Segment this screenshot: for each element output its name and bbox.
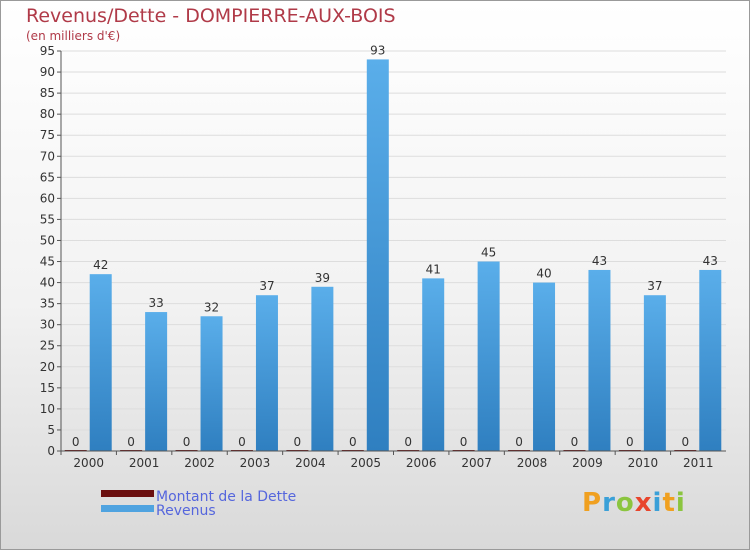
legend: Montant de la Dette Revenus [101, 489, 296, 519]
label-dette-2001: 0 [127, 435, 135, 449]
bar-revenus-2010 [643, 295, 666, 451]
label-dette-2009: 0 [571, 435, 579, 449]
x-tick-label: 2011 [683, 456, 714, 470]
label-dette-2004: 0 [294, 435, 302, 449]
bar-revenus-2006 [422, 278, 445, 451]
y-tick-label: 40 [40, 276, 55, 290]
legend-label-dette: Montant de la Dette [156, 489, 296, 505]
y-tick-label: 45 [40, 255, 55, 269]
label-dette-2010: 0 [626, 435, 634, 449]
bar-revenus-2009 [588, 269, 611, 451]
legend-swatch-revenus [101, 505, 154, 512]
label-revenus-2000: 42 [93, 258, 108, 272]
label-revenus-2008: 40 [536, 267, 551, 281]
label-dette-2007: 0 [460, 435, 468, 449]
y-tick-label: 65 [40, 170, 55, 184]
bar-revenus-2002 [200, 316, 223, 451]
bars-layer [64, 59, 722, 451]
axes-layer: 0 5 10 15 20 25 30 35 40 45 50 55 60 65 70 75 80 85 90 95 20… [40, 44, 726, 470]
labels-layer: 0 42 0 33 0 32 0 37 0 39 0 93 0 41 0 45 0 40 0 43 0 37 0 43 [72, 43, 718, 449]
x-tick-label: 2007 [461, 456, 492, 470]
logo-letter: o [615, 488, 635, 518]
label-revenus-2002: 32 [204, 300, 219, 314]
logo-letter: P [582, 488, 603, 518]
label-dette-2002: 0 [183, 435, 191, 449]
proxiti-logo: Proxiti [582, 488, 686, 518]
bar-revenus-2001 [145, 312, 168, 451]
y-tick-label: 0 [47, 444, 55, 458]
y-tick-label: 95 [40, 44, 55, 58]
y-tick-label: 90 [40, 65, 55, 79]
bar-revenus-2011 [699, 269, 722, 451]
x-tick-label: 2003 [240, 456, 271, 470]
logo-letter: i [652, 488, 663, 518]
y-tick-label: 75 [40, 128, 55, 142]
label-dette-2006: 0 [404, 435, 412, 449]
chart-subtitle: (en milliers d'€) [26, 29, 121, 43]
label-dette-2000: 0 [72, 435, 80, 449]
x-tick-label: 2004 [295, 456, 326, 470]
logo-letter: i [675, 488, 686, 518]
y-tick-label: 5 [47, 423, 55, 437]
bar-revenus-2000 [89, 274, 112, 451]
label-revenus-2010: 37 [647, 279, 662, 293]
x-tick-label: 2001 [129, 456, 160, 470]
label-dette-2011: 0 [681, 435, 689, 449]
label-revenus-2005: 93 [370, 43, 385, 57]
y-tick-label: 15 [40, 381, 55, 395]
grid-layer [61, 50, 726, 452]
y-tick-label: 80 [40, 107, 55, 121]
x-tick-label: 2002 [184, 456, 215, 470]
y-tick-label: 85 [40, 86, 55, 100]
bar-revenus-2008 [533, 282, 556, 451]
label-revenus-2003: 37 [259, 279, 274, 293]
y-tick-label: 10 [40, 402, 55, 416]
bar-revenus-2005 [366, 59, 389, 451]
label-dette-2003: 0 [238, 435, 246, 449]
bar-revenus-2007 [477, 261, 500, 451]
y-tick-label: 70 [40, 149, 55, 163]
label-dette-2008: 0 [515, 435, 523, 449]
label-revenus-2004: 39 [315, 271, 330, 285]
y-tick-label: 30 [40, 318, 55, 332]
y-tick-label: 25 [40, 339, 55, 353]
logo-letter: r [602, 488, 616, 518]
y-tick-label: 55 [40, 212, 55, 226]
legend-swatch-dette [101, 490, 154, 497]
logo-letter: t [662, 488, 676, 518]
label-revenus-2001: 33 [148, 296, 163, 310]
x-tick-label: 2000 [73, 456, 104, 470]
bar-revenus-2004 [311, 286, 334, 451]
y-tick-label: 50 [40, 233, 55, 247]
label-dette-2005: 0 [349, 435, 357, 449]
x-tick-label: 2005 [351, 456, 382, 470]
chart-title: Revenus/Dette - DOMPIERRE-AUX-BOIS [26, 5, 396, 27]
y-tick-label: 60 [40, 191, 55, 205]
logo-letter: x [634, 488, 653, 518]
label-revenus-2007: 45 [481, 246, 496, 260]
y-tick-label: 20 [40, 360, 55, 374]
y-tick-label: 35 [40, 297, 55, 311]
x-tick-label: 2008 [517, 456, 548, 470]
bar-revenus-2003 [255, 295, 278, 451]
legend-label-revenus: Revenus [156, 503, 216, 519]
label-revenus-2009: 43 [592, 254, 607, 268]
x-tick-label: 2010 [628, 456, 659, 470]
label-revenus-2011: 43 [703, 254, 718, 268]
x-tick-label: 2009 [572, 456, 603, 470]
label-revenus-2006: 41 [426, 262, 441, 276]
x-tick-label: 2006 [406, 456, 437, 470]
